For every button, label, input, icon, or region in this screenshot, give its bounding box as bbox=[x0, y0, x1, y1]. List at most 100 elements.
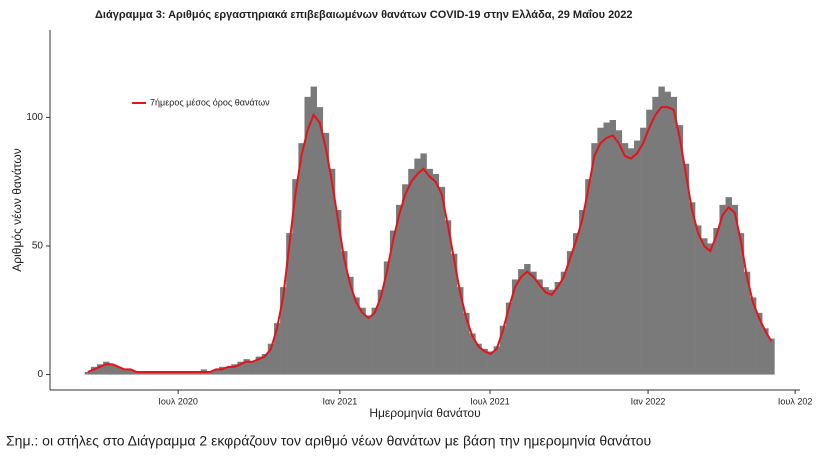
bar bbox=[701, 238, 708, 375]
bar bbox=[481, 348, 488, 375]
bar bbox=[188, 372, 195, 375]
bar bbox=[688, 202, 696, 375]
y-tick-label: 0 bbox=[37, 369, 43, 380]
x-tick-label: Ιουλ 2020 bbox=[158, 396, 197, 406]
bar bbox=[731, 204, 739, 375]
bar bbox=[206, 372, 214, 375]
bar bbox=[505, 302, 513, 375]
bar bbox=[695, 225, 702, 375]
bar bbox=[762, 328, 769, 375]
bar bbox=[444, 220, 452, 375]
x-tick-label: Ιαν 2022 bbox=[631, 396, 666, 406]
bar bbox=[231, 364, 238, 375]
bar bbox=[249, 361, 256, 375]
bar bbox=[682, 163, 690, 375]
bar bbox=[542, 287, 549, 375]
bar bbox=[194, 372, 202, 375]
bar bbox=[420, 153, 427, 375]
y-tick-label: 50 bbox=[32, 241, 44, 252]
footnote: Σημ.: οι στήλες στο Διάγραμμα 2 εκφράζου… bbox=[6, 433, 651, 449]
bar bbox=[389, 230, 397, 375]
bar bbox=[457, 287, 464, 375]
bar bbox=[585, 179, 592, 375]
bar bbox=[591, 143, 598, 375]
bar bbox=[450, 253, 458, 375]
bar bbox=[225, 366, 232, 375]
bar bbox=[164, 372, 171, 375]
bar bbox=[353, 297, 360, 375]
chart-title: Διάγραμμα 3: Αριθμός εργαστηριακά επιβεβ… bbox=[95, 9, 633, 21]
bar bbox=[182, 372, 189, 375]
bar bbox=[377, 289, 385, 375]
bar bbox=[243, 359, 250, 375]
bar bbox=[158, 372, 165, 375]
bar bbox=[670, 96, 678, 375]
bar bbox=[212, 369, 220, 375]
bar bbox=[658, 86, 665, 375]
bar bbox=[548, 289, 555, 375]
bar bbox=[530, 271, 537, 375]
bar bbox=[572, 233, 580, 375]
bar bbox=[139, 372, 147, 375]
bar bbox=[615, 130, 623, 375]
bar bbox=[371, 307, 379, 375]
bar bbox=[609, 120, 617, 375]
bar bbox=[536, 279, 543, 375]
y-tick-label: 100 bbox=[26, 112, 43, 123]
bar bbox=[322, 132, 330, 375]
bar bbox=[341, 251, 348, 375]
bar bbox=[627, 148, 635, 375]
bar bbox=[115, 366, 122, 375]
y-axis-label: Αριθμός νέων θανάτων bbox=[10, 148, 24, 271]
bar bbox=[579, 210, 586, 375]
bar bbox=[176, 372, 183, 375]
bar bbox=[469, 333, 476, 375]
bar bbox=[560, 271, 568, 375]
bar bbox=[499, 325, 507, 375]
bar bbox=[396, 204, 403, 375]
bar bbox=[737, 233, 745, 375]
bar bbox=[334, 210, 342, 375]
bar bbox=[347, 276, 354, 375]
bar bbox=[426, 168, 433, 375]
bar bbox=[292, 179, 299, 375]
bar bbox=[96, 364, 104, 375]
bar bbox=[408, 168, 415, 375]
bar bbox=[743, 271, 751, 375]
bar bbox=[145, 372, 153, 375]
bar bbox=[438, 186, 446, 375]
bar bbox=[475, 343, 482, 375]
bar bbox=[554, 282, 562, 375]
bar bbox=[707, 243, 714, 375]
bar bbox=[127, 369, 134, 375]
x-axis-label: Ημερομηνία θανάτου bbox=[369, 406, 480, 420]
bar bbox=[328, 168, 336, 375]
bar bbox=[280, 287, 287, 375]
bar bbox=[597, 127, 604, 375]
bar bbox=[414, 158, 421, 375]
bar bbox=[566, 251, 574, 375]
average-line bbox=[87, 106, 773, 373]
bar bbox=[170, 372, 177, 375]
bar bbox=[493, 346, 501, 375]
bar bbox=[603, 122, 610, 375]
bar bbox=[359, 307, 366, 375]
bar bbox=[90, 366, 98, 375]
bar bbox=[286, 233, 293, 375]
bar bbox=[237, 361, 244, 375]
bar bbox=[756, 312, 763, 375]
bar bbox=[524, 264, 531, 375]
bar bbox=[676, 125, 684, 375]
bar bbox=[432, 174, 440, 375]
bar bbox=[310, 86, 317, 375]
bar bbox=[719, 204, 726, 375]
legend-label: 7ήμερος μέσος όρος θανάτων bbox=[150, 97, 270, 107]
bar bbox=[487, 351, 494, 375]
bar bbox=[316, 107, 324, 375]
bar bbox=[768, 338, 775, 375]
bar bbox=[664, 91, 671, 375]
bar bbox=[133, 372, 141, 375]
bar bbox=[109, 364, 116, 375]
bar bbox=[511, 279, 519, 375]
bar bbox=[304, 96, 311, 375]
